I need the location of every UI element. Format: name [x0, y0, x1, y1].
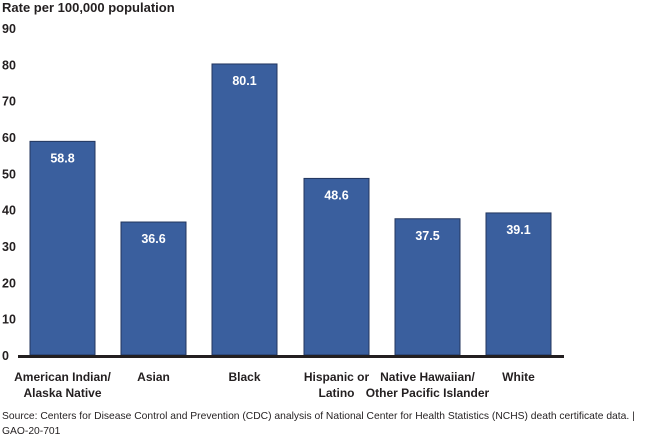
category-label: Asian	[137, 370, 170, 384]
category-label: Other Pacific Islander	[366, 386, 490, 400]
y-tick-label: 70	[2, 95, 16, 109]
bar-value-label: 39.1	[506, 223, 530, 237]
y-tick-label: 10	[2, 313, 16, 327]
bar	[485, 212, 552, 356]
y-tick-label: 50	[2, 167, 16, 181]
bar-value-label: 48.6	[324, 188, 348, 202]
bar-value-label: 37.5	[415, 229, 439, 243]
bar-value-label: 80.1	[232, 74, 256, 88]
bar	[211, 63, 278, 356]
category-label: Native Hawaiian/	[380, 370, 475, 384]
category-label: Black	[228, 370, 260, 384]
bar	[29, 140, 96, 356]
category-label: American Indian/	[14, 370, 111, 384]
y-tick-label: 90	[2, 22, 16, 36]
category-label: Latino	[319, 386, 355, 400]
y-tick-label: 20	[2, 276, 16, 290]
category-label: Alaska Native	[23, 386, 101, 400]
category-label: White	[502, 370, 535, 384]
bar-value-label: 58.8	[50, 151, 74, 165]
y-axis-label: Rate per 100,000 population	[2, 0, 175, 15]
source-note: Source: Centers for Disease Control and …	[2, 411, 635, 437]
y-tick-label: 60	[2, 131, 16, 145]
bar	[394, 218, 461, 356]
category-label: Hispanic or	[304, 370, 370, 384]
y-tick-label: 30	[2, 240, 16, 254]
bar	[303, 177, 370, 356]
y-tick-label: 40	[2, 204, 16, 218]
y-tick-label: 0	[2, 349, 9, 363]
y-tick-label: 80	[2, 58, 16, 72]
bar	[120, 221, 187, 356]
bar-value-label: 36.6	[141, 232, 165, 246]
